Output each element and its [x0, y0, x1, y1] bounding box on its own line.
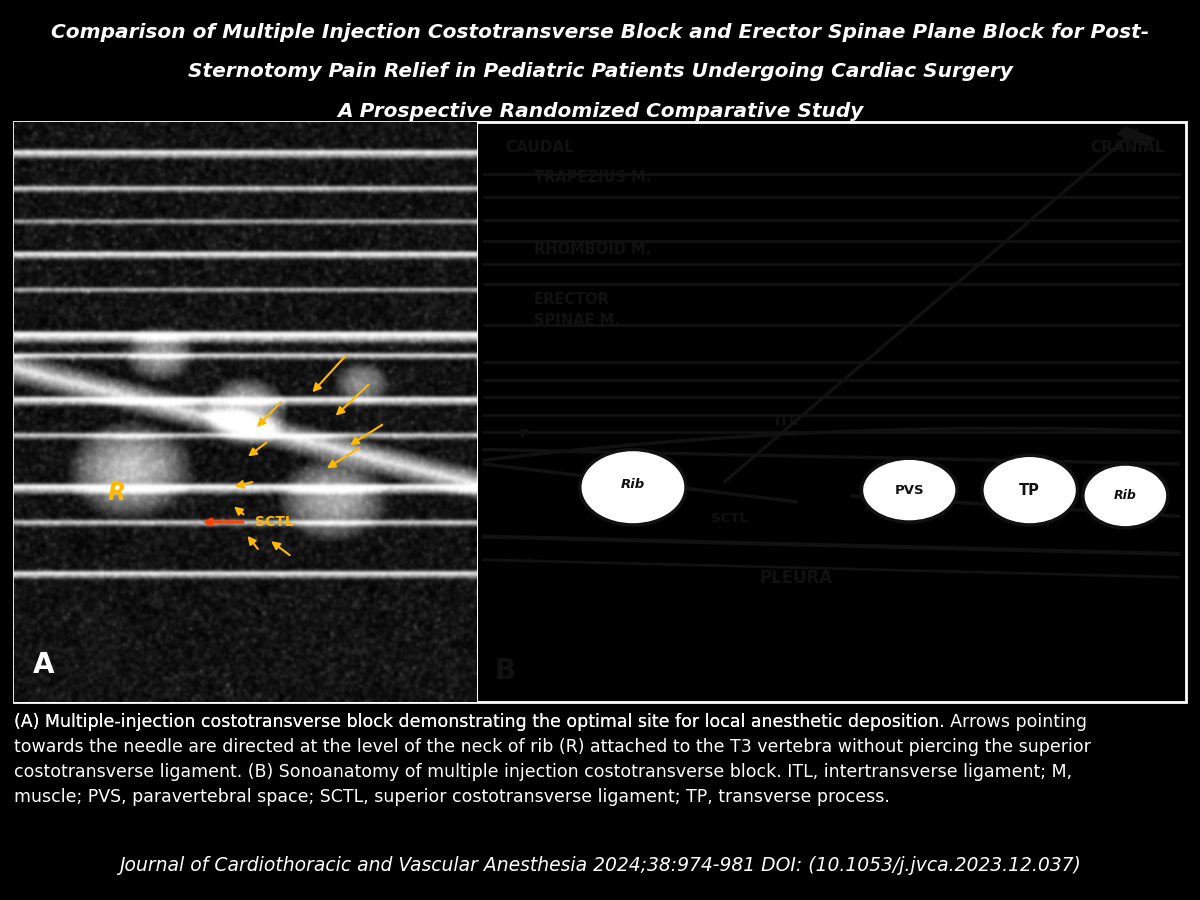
Polygon shape: [1118, 127, 1153, 146]
Ellipse shape: [1082, 464, 1168, 527]
Text: ERECTOR: ERECTOR: [534, 292, 610, 308]
Text: B: B: [494, 657, 516, 685]
Text: SCTL: SCTL: [254, 515, 294, 529]
Text: CAUDAL: CAUDAL: [505, 140, 574, 155]
Text: PVS: PVS: [894, 483, 924, 497]
Ellipse shape: [982, 455, 1078, 525]
Text: TP: TP: [1019, 482, 1040, 498]
Text: (A) Multiple-injection costotransverse block demonstrating the optimal site for : (A) Multiple-injection costotransverse b…: [14, 713, 950, 731]
Bar: [14, 122, 1186, 702]
Text: A: A: [32, 651, 54, 679]
Text: CRANIAL: CRANIAL: [1090, 140, 1164, 155]
Ellipse shape: [862, 458, 958, 522]
Text: ': ': [527, 557, 532, 575]
Text: P: P: [520, 428, 529, 441]
Text: Rib: Rib: [620, 478, 646, 491]
Text: Rib: Rib: [1114, 490, 1136, 502]
Text: PLEURA: PLEURA: [760, 569, 833, 587]
Text: RHOMBOID M.: RHOMBOID M.: [534, 242, 650, 256]
Text: Sternotomy Pain Relief in Pediatric Patients Undergoing Cardiac Surgery: Sternotomy Pain Relief in Pediatric Pati…: [187, 62, 1013, 81]
Text: ITL: ITL: [775, 413, 798, 428]
Text: SCTL: SCTL: [710, 512, 748, 525]
Text: A Prospective Randomized Comparative Study: A Prospective Randomized Comparative Stu…: [337, 102, 863, 121]
Text: Comparison of Multiple Injection Costotransverse Block and Erector Spinae Plane : Comparison of Multiple Injection Costotr…: [50, 22, 1150, 41]
Ellipse shape: [580, 449, 686, 525]
Text: (A) Multiple-injection costotransverse block demonstrating the optimal site for : (A) Multiple-injection costotransverse b…: [14, 713, 1091, 806]
Text: SPINAE M.: SPINAE M.: [534, 312, 619, 328]
Text: R: R: [107, 481, 125, 505]
Text: TRAPEZIUS M.: TRAPEZIUS M.: [534, 170, 652, 185]
Text: Journal of Cardiothoracic and Vascular Anesthesia 2024;38:974-981 DOI: (10.1053/: Journal of Cardiothoracic and Vascular A…: [119, 856, 1081, 876]
